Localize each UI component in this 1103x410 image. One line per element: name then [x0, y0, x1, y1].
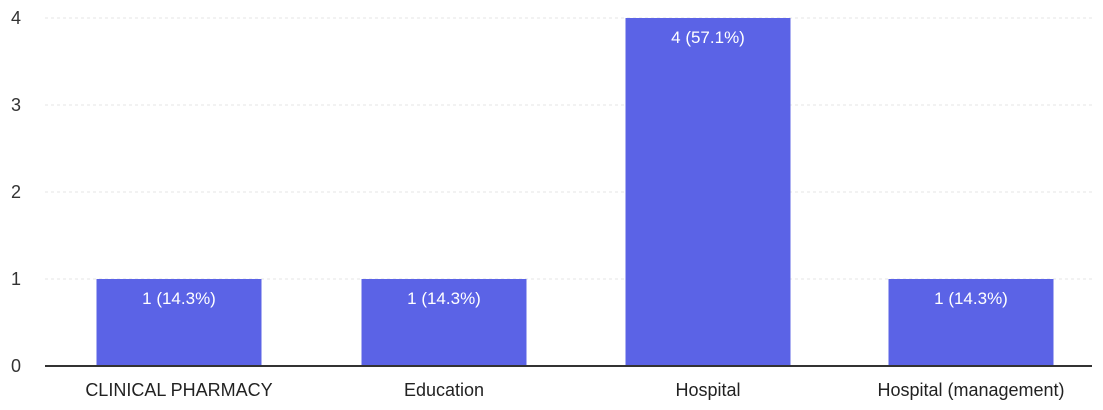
category-label-2: Hospital	[675, 380, 740, 400]
y-tick-label-2: 2	[11, 182, 21, 202]
bar-data-label-1: 1 (14.3%)	[407, 289, 481, 308]
bar-data-label-3: 1 (14.3%)	[934, 289, 1008, 308]
category-label-0: CLINICAL PHARMACY	[85, 380, 272, 400]
bars	[96, 18, 1054, 366]
x-axis-category-labels: CLINICAL PHARMACY Education Hospital Hospit…	[85, 380, 1064, 400]
category-label-1: Education	[404, 380, 484, 400]
bar-data-label-0: 1 (14.3%)	[142, 289, 216, 308]
bar-data-label-2: 4 (57.1%)	[671, 28, 745, 47]
y-axis-ticks: 0 1 2 3 4	[11, 8, 21, 376]
grid-lines	[45, 17, 1092, 280]
y-tick-label-1: 1	[11, 269, 21, 289]
y-tick-label-4: 4	[11, 8, 21, 28]
bar-3	[888, 279, 1054, 366]
y-tick-label-0: 0	[11, 356, 21, 376]
bar-data-labels: 1 (14.3%) 1 (14.3%) 4 (57.1%) 1 (14.3%)	[142, 28, 1008, 308]
bar-0	[96, 279, 262, 366]
y-tick-label-3: 3	[11, 95, 21, 115]
bar-2	[625, 18, 791, 366]
bar-1	[361, 279, 527, 366]
category-label-3: Hospital (management)	[877, 380, 1064, 400]
